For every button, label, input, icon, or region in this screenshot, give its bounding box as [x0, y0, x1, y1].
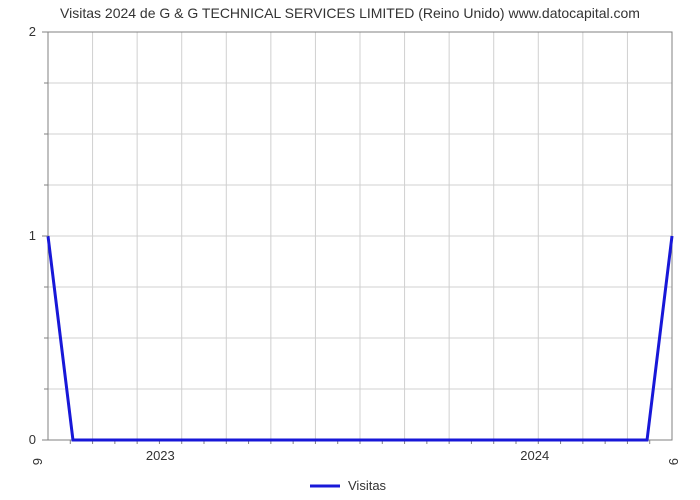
- x-category-label: 2023: [146, 448, 175, 463]
- line-chart: Visitas 2024 de G & G TECHNICAL SERVICES…: [0, 0, 700, 500]
- y-tick-label: 0: [29, 432, 36, 447]
- x-category-label: 2024: [520, 448, 549, 463]
- plot-area: [44, 32, 672, 444]
- legend-label: Visitas: [348, 478, 387, 493]
- x-axis: 2023 2024: [146, 448, 549, 463]
- chart-title: Visitas 2024 de G & G TECHNICAL SERVICES…: [60, 5, 640, 21]
- y-tick-label: 2: [29, 24, 36, 39]
- y-axis: 0 1 2: [29, 24, 48, 447]
- y-tick-label: 1: [29, 228, 36, 243]
- legend: Visitas: [310, 478, 387, 493]
- corner-left-label: 9: [30, 458, 45, 465]
- corner-labels: 9 6: [30, 458, 681, 465]
- corner-right-label: 6: [666, 458, 681, 465]
